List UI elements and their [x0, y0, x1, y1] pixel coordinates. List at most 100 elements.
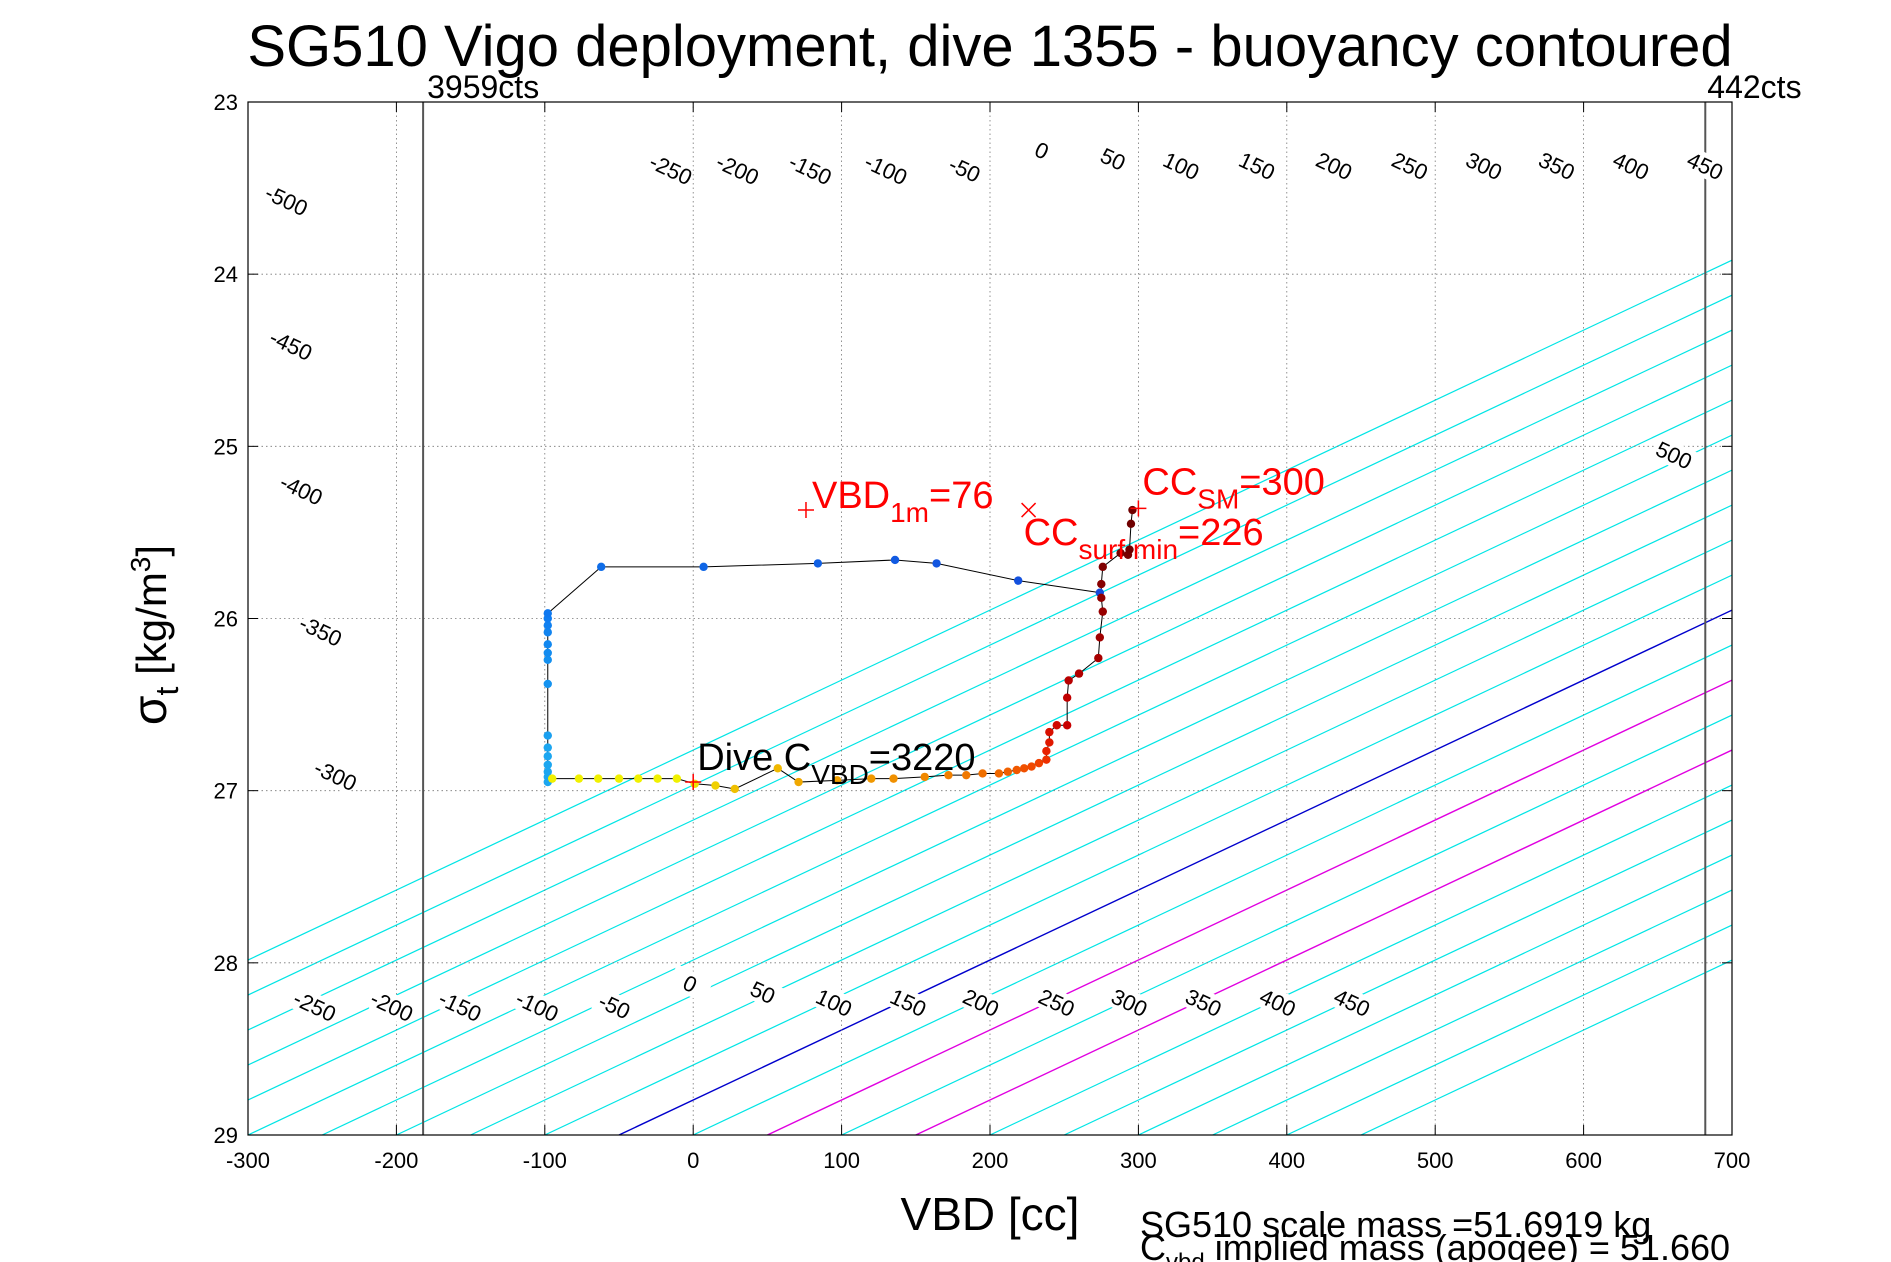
annotation-marker: [685, 774, 702, 791]
dive-point: [543, 655, 552, 665]
contour-label-bg: [1460, 146, 1508, 186]
climb-point: [574, 774, 584, 783]
annotation-marker: [797, 502, 814, 519]
contour-label: -200: [366, 986, 417, 1027]
contour-label-bg: [1386, 146, 1434, 186]
y-tick-label: 26: [214, 607, 238, 632]
climb-point: [1034, 758, 1044, 768]
y-axis-label: σt [kg/m3]: [124, 545, 185, 725]
contour-label-bg: [1328, 983, 1376, 1022]
grid-lines: [247, 101, 1733, 1136]
contour-label-bg: [514, 986, 561, 1026]
climb-point: [1042, 755, 1051, 764]
x-tick-label: 500: [1417, 1148, 1454, 1173]
climb-point: [1052, 721, 1061, 730]
dive-track-line: [547, 559, 1100, 783]
contour-label-bg: [941, 149, 988, 189]
climb-point: [978, 769, 987, 778]
x-tick-label: -200: [374, 1148, 418, 1173]
climb-point: [1019, 764, 1029, 773]
contour-line: [1212, 889, 1732, 1135]
contour-label-bg: [437, 986, 484, 1026]
dive-point: [543, 609, 552, 618]
contour-label-bg: [1180, 983, 1227, 1022]
x-tick-label: 300: [1120, 1148, 1157, 1173]
annotation-label: CCsurf min=226: [1024, 512, 1264, 565]
contour-line: [915, 749, 1732, 1135]
y-tick-label: 29: [214, 1123, 238, 1148]
x-tick-label: -300: [226, 1148, 270, 1173]
climb-point: [672, 774, 682, 783]
dive-point: [543, 767, 552, 776]
contour-label-bg: [1033, 983, 1080, 1022]
contour-label-bg: [591, 986, 638, 1026]
contour-label-bg: [1158, 146, 1205, 186]
climb-point: [690, 779, 699, 788]
dive-point: [543, 648, 552, 658]
climb-point: [1074, 669, 1084, 678]
contour-label-bg: [714, 149, 761, 189]
climb-point: [962, 770, 971, 780]
climb-point: [1003, 767, 1013, 776]
climb-point: [1094, 653, 1103, 663]
contour-label-bg: [667, 964, 714, 1003]
climb-point: [832, 776, 842, 785]
climb-point: [889, 774, 898, 783]
climb-point: [920, 772, 929, 782]
climb-point: [1126, 519, 1136, 529]
contour-label-bg: [1089, 139, 1137, 179]
dive-point: [813, 559, 823, 568]
climb-point: [944, 770, 953, 780]
contour-label-bg: [297, 611, 344, 650]
contour-line: [618, 609, 1732, 1135]
climb-point: [1116, 548, 1125, 558]
contour-label-bg: [368, 986, 416, 1026]
contour-label-bg: [291, 986, 338, 1026]
contour-label: -300: [310, 755, 361, 796]
contour-label: -500: [261, 180, 312, 221]
dive-point: [543, 679, 552, 689]
contour-label-bg: [810, 983, 858, 1022]
climb-point: [634, 774, 643, 783]
count-marker-label: 442cts: [1707, 69, 1801, 105]
x-axis-label: VBD [cc]: [901, 1188, 1080, 1240]
contour-label: -100: [512, 986, 563, 1027]
contour-label-bg: [1533, 146, 1581, 186]
contour-line: [248, 329, 1732, 1031]
annotation-label: VBD1m=76: [812, 475, 994, 528]
contour-label: -400: [276, 469, 327, 510]
contour-line: [470, 539, 1732, 1135]
contour-line: [248, 399, 1732, 1101]
x-tick-label: 200: [972, 1148, 1009, 1173]
dive-point: [699, 562, 708, 572]
contour-line: [841, 714, 1732, 1135]
climb-point: [1027, 762, 1036, 771]
climb-point: [1097, 593, 1106, 603]
climb-point: [794, 777, 803, 787]
dive-point: [543, 743, 552, 752]
contour-label-bg: [267, 325, 315, 365]
climb-point: [1045, 738, 1054, 747]
contour-label: -350: [295, 610, 346, 651]
dive-point: [543, 731, 552, 740]
contour-label-bg: [1311, 146, 1358, 186]
y-tick-label: 27: [214, 779, 238, 804]
climb-point: [1045, 727, 1054, 737]
contour-label-bg: [1018, 130, 1066, 170]
climb-point: [773, 764, 782, 773]
dive-point: [543, 640, 552, 649]
contour-label-bg: [739, 972, 787, 1012]
climb-point: [548, 774, 557, 783]
contour-label-bg: [862, 149, 910, 189]
contour-label-bg: [278, 469, 325, 509]
x-tick-label: 400: [1268, 1148, 1305, 1173]
contour-label: -200: [712, 149, 763, 190]
contour-label-bg: [787, 149, 834, 189]
contour-label: -150: [785, 149, 836, 190]
contour-label: -250: [289, 986, 340, 1027]
contour-label-bg: [1650, 435, 1698, 475]
climb-point: [1125, 545, 1134, 554]
annotation-label: Dive CVBD=3220: [697, 737, 975, 790]
y-tick-label: 25: [214, 434, 238, 459]
x-tick-label: 0: [687, 1148, 699, 1173]
